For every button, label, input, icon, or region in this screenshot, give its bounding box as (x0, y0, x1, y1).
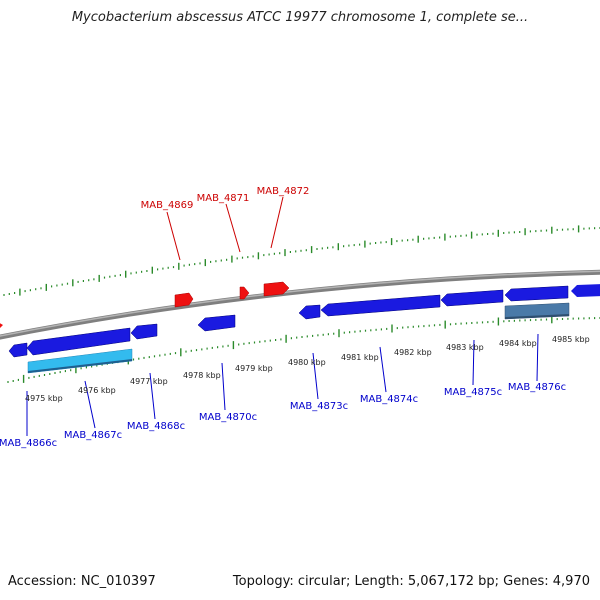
leader-mab-4867c (84, 380, 96, 429)
kbp-label-4976: 4976 kbp (78, 386, 116, 395)
chromosome-backbone-highlight (0, 270, 600, 337)
leader-mab-4869 (166, 211, 181, 261)
leader-mab-4876c (536, 333, 539, 382)
page-title: Mycobacterium abscessus ATCC 19977 chrom… (71, 10, 529, 25)
kbp-label-4981: 4981 kbp (341, 353, 379, 362)
gene-arrow-mab-4870c[interactable] (197, 314, 236, 332)
gene-label-mab-4866c[interactable]: MAB_4866c (0, 438, 57, 449)
gene-arrow-mab-4874c[interactable] (320, 294, 441, 317)
kbp-label-4982: 4982 kbp (394, 348, 432, 357)
gene-arrow-mab-4875c[interactable] (440, 289, 504, 307)
leader-mab-4874c (379, 346, 387, 393)
inner-tick-track (7, 315, 600, 383)
leader-mab-4872 (270, 196, 284, 249)
gene-arrow-mab-4876c[interactable] (504, 285, 569, 302)
gene-label-mab-4868c[interactable]: MAB_4868c (127, 421, 185, 432)
gene-label-mab-4870c[interactable]: MAB_4870c (199, 412, 257, 423)
outer-tick-track (3, 225, 600, 296)
gene-label-mab-4871[interactable]: MAB_4871 (197, 193, 250, 204)
gene-arrow-mab-4872[interactable] (263, 281, 290, 297)
kbp-label-4980: 4980 kbp (288, 358, 326, 367)
leader-mab-4868c (149, 372, 156, 420)
gene-label-mab-4869[interactable]: MAB_4869 (141, 200, 194, 211)
gene-label-mab-4874c[interactable]: MAB_4874c (360, 394, 418, 405)
gene-arrow-offscreen-reverse (571, 284, 600, 297)
forward-leader-lines (166, 196, 284, 261)
gene-label-mab-4873c[interactable]: MAB_4873c (290, 401, 348, 412)
kbp-label-4984: 4984 kbp (499, 339, 537, 348)
gene-label-mab-4867c[interactable]: MAB_4867c (64, 430, 122, 441)
gene-label-mab-4876c[interactable]: MAB_4876c (508, 382, 566, 393)
gene-label-mab-4875c[interactable]: MAB_4875c (444, 387, 502, 398)
gene-arrow-mab-4866c[interactable] (8, 342, 28, 358)
gene-arrow-mab-4869[interactable] (174, 292, 194, 308)
gene-highlight-shadow (28, 359, 132, 373)
gene-selection-shadow (505, 314, 569, 319)
genome-summary-text: Topology: circular; Length: 5,067,172 bp… (232, 574, 590, 589)
leader-mab-4875c (472, 339, 475, 386)
kbp-label-4975: 4975 kbp (25, 394, 63, 403)
gene-label-mab-4872[interactable]: MAB_4872 (257, 186, 310, 197)
gene-arrow-offscreen-forward (0, 323, 3, 328)
kbp-label-4983: 4983 kbp (446, 343, 484, 352)
gene-arrow-mab-4867c[interactable] (26, 327, 131, 356)
accession-text: Accession: NC_010397 (8, 574, 156, 589)
chromosome-backbone (0, 269, 600, 340)
kbp-label-4977: 4977 kbp (130, 377, 168, 386)
gene-arrow-mab-4871[interactable] (239, 286, 250, 300)
leader-mab-4873c (312, 352, 319, 400)
kbp-label-4979: 4979 kbp (235, 364, 273, 373)
reverse-leader-lines (26, 333, 539, 436)
leader-mab-4870c (221, 362, 226, 411)
kbp-label-4985: 4985 kbp (552, 335, 590, 344)
kbp-label-4978: 4978 kbp (183, 371, 221, 380)
gene-arrow-mab-4868c[interactable] (130, 323, 158, 340)
leader-mab-4871 (225, 203, 241, 253)
gene-arrow-mab-4873c[interactable] (298, 304, 321, 320)
